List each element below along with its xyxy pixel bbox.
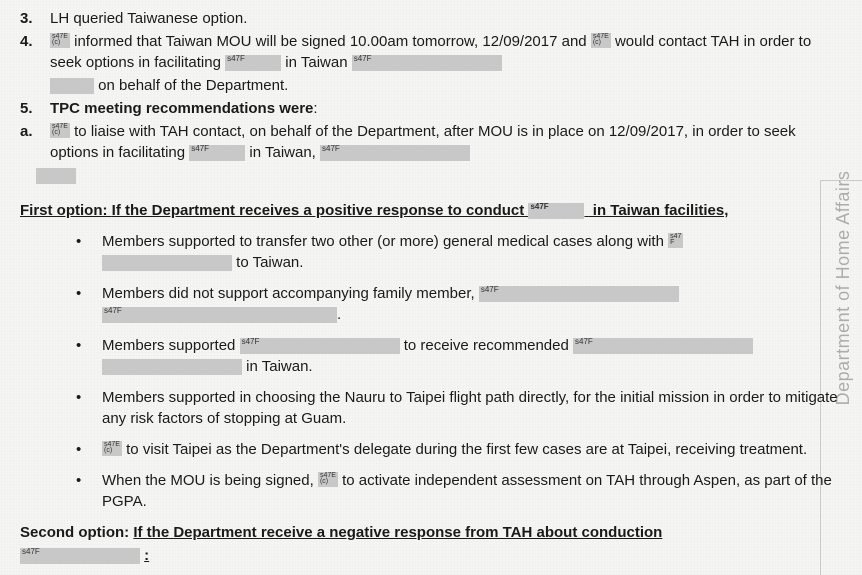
item-body: s47E(c) to liaise with TAH contact, on b… (50, 121, 838, 163)
item-body: LH queried Taiwanese option. (50, 8, 838, 29)
second-option-heading: Second option: If the Department receive… (20, 522, 838, 543)
document-body: 3. LH queried Taiwanese option. 4. s47E(… (20, 8, 838, 566)
text-fragment: informed that Taiwan MOU will be signed … (70, 33, 591, 50)
item-number: 3. (20, 8, 50, 29)
item-5-heading: TPC meeting recommendations were (50, 100, 313, 117)
redaction-s47f: s47F (189, 145, 245, 161)
heading-text: in Taiwan facilities, (589, 202, 729, 219)
text-fragment: in Taiwan (281, 54, 352, 71)
item-a-trailing-redaction (36, 165, 838, 186)
text-fragment: When the MOU is being signed, (102, 472, 318, 489)
redaction-block (102, 359, 242, 375)
redaction-s47e: s47E(c) (591, 33, 611, 48)
text-fragment: to visit Taipei as the Department's dele… (122, 441, 807, 458)
bullet-6: When the MOU is being signed, s47E(c) to… (76, 470, 838, 512)
redaction-s47f: s47F (20, 548, 140, 564)
text-fragment: . (337, 306, 341, 323)
item-number: 5. (20, 98, 50, 119)
text-fragment: on behalf of the Department. (98, 77, 288, 94)
text-fragment: Members did not support accompanying fam… (102, 285, 479, 302)
item-4-continuation: on behalf of the Department. (50, 75, 838, 96)
redaction-block (102, 255, 232, 271)
item-number: a. (20, 121, 50, 163)
redaction-s47e: s47E(c) (50, 123, 70, 138)
redaction-s47f: s47F (225, 55, 281, 71)
first-option-bullets: Members supported to transfer two other … (76, 231, 838, 512)
item-number: 4. (20, 31, 50, 73)
text-fragment: Members supported (102, 337, 240, 354)
trailing-colon: : (144, 547, 149, 564)
redaction-s47e: s47E(c) (102, 441, 122, 456)
list-item-4: 4. s47E(c) informed that Taiwan MOU will… (20, 31, 838, 73)
bullet-1: Members supported to transfer two other … (76, 231, 838, 273)
item-body: TPC meeting recommendations were: (50, 98, 838, 119)
heading-prefix: First option: (20, 202, 112, 219)
list-item-3: 3. LH queried Taiwanese option. (20, 8, 838, 29)
bullet-2: Members did not support accompanying fam… (76, 283, 838, 325)
redaction-s47f: s47F (479, 286, 679, 302)
second-option-trailing: s47F : (20, 545, 838, 566)
text-fragment: in Taiwan. (242, 358, 313, 375)
list-item-5: 5. TPC meeting recommendations were: (20, 98, 838, 119)
redaction-s47f-stacked: s47F (668, 233, 683, 248)
heading-text: If the Department receives a positive re… (112, 202, 529, 219)
redaction-s47e: s47E(c) (318, 472, 338, 487)
bullet-4: Members supported in choosing the Nauru … (76, 387, 838, 429)
redaction-block (36, 168, 76, 184)
redaction-block (50, 78, 94, 94)
text-fragment: in Taiwan, (245, 144, 320, 161)
redaction-s47f: s47F (320, 145, 470, 161)
heading-prefix: Second option: (20, 524, 133, 541)
redaction-s47e: s47E(c) (50, 33, 70, 48)
redaction-s47f: s47F (573, 338, 753, 354)
first-option-heading: First option: If the Department receives… (20, 200, 838, 221)
redaction-s47f: s47F (528, 203, 584, 219)
text-fragment: Members supported to transfer two other … (102, 233, 668, 250)
heading-text: If the Department receive a negative res… (133, 524, 662, 541)
text-fragment: Members supported in choosing the Nauru … (102, 389, 838, 427)
redaction-s47f: s47F (240, 338, 400, 354)
bullet-5: s47E(c) to visit Taipei as the Departmen… (76, 439, 838, 460)
list-item-a: a. s47E(c) to liaise with TAH contact, o… (20, 121, 838, 163)
bullet-3: Members supported s47F to receive recomm… (76, 335, 838, 377)
text-fragment: to receive recommended (400, 337, 573, 354)
redaction-s47f: s47F (102, 307, 337, 323)
text-fragment: to Taiwan. (232, 254, 303, 271)
colon: : (313, 100, 317, 117)
item-body: s47E(c) informed that Taiwan MOU will be… (50, 31, 838, 73)
redaction-s47f: s47F (352, 55, 502, 71)
